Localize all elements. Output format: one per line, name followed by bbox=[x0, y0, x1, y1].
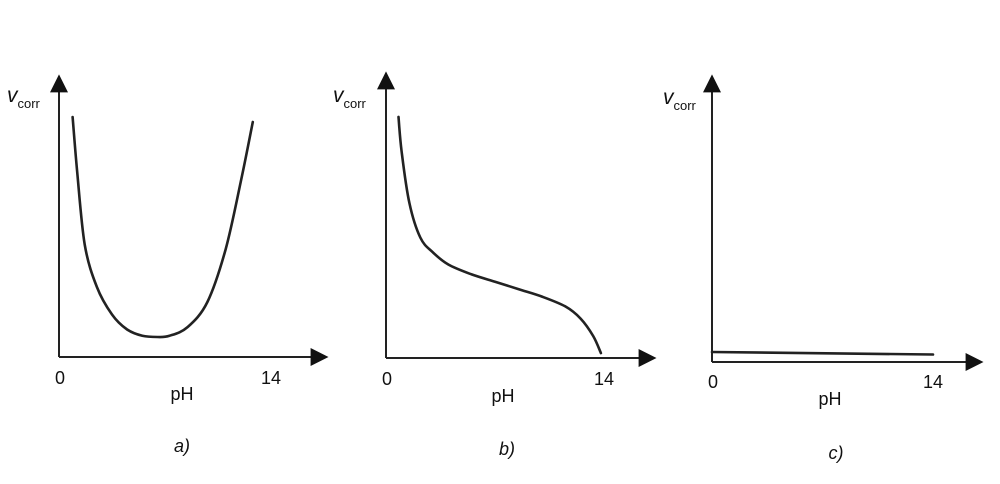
panel-a-label: a) bbox=[174, 436, 190, 456]
panel-c-xlabel: pH bbox=[818, 389, 841, 409]
panel-c-tick-0: 0 bbox=[708, 372, 718, 392]
panel-a-ylabel: vcorr bbox=[7, 84, 41, 111]
panel-b-ylabel: vcorr bbox=[333, 84, 367, 111]
panel-a-tick-14: 14 bbox=[261, 368, 281, 388]
panel-a-xlabel: pH bbox=[170, 384, 193, 404]
panel-c: vcorr 0 14 pH c) bbox=[663, 74, 984, 463]
panel-c-ylabel: vcorr bbox=[663, 86, 697, 113]
panel-b-tick-0: 0 bbox=[382, 369, 392, 389]
panel-a-curve bbox=[71, 115, 255, 339]
panel-b-xlabel: pH bbox=[491, 386, 514, 406]
panel-c-label: c) bbox=[829, 443, 844, 463]
panel-c-tick-14: 14 bbox=[923, 372, 943, 392]
panel-b-curve bbox=[397, 115, 603, 355]
panel-b-tick-14: 14 bbox=[594, 369, 614, 389]
panel-a-tick-0: 0 bbox=[55, 368, 65, 388]
panel-a: vcorr 0 14 pH a) bbox=[7, 74, 329, 456]
panel-b: vcorr 0 14 pH b) bbox=[333, 71, 657, 459]
panel-b-label: b) bbox=[499, 439, 515, 459]
panel-c-curve bbox=[710, 350, 935, 356]
